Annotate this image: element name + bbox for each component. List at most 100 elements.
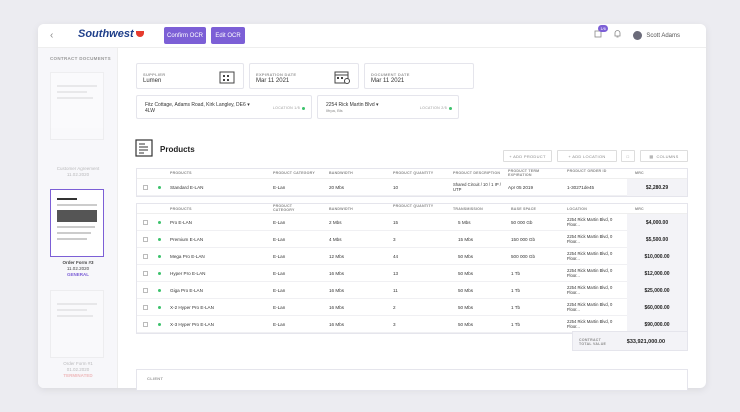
cell-base-space: 1 Tb [511,322,521,327]
cell-mrc: $60,000.00 [627,299,687,316]
cell-mrc: $25,000.00 [627,282,687,299]
th-category: PRODUCT CATEGORY [273,204,295,212]
add-location-button[interactable]: + ADD LOCATION [557,150,617,162]
client-card: CLIENT [136,369,688,391]
products-table-2: PRODUCTS PRODUCT CATEGORY BANDWIDTH PROD… [136,203,688,334]
doc-thumb-order-form-1[interactable] [50,290,104,358]
status-dot [158,323,161,326]
table-row[interactable]: Premium E-LAN E-Lan 4 Mbs 3 15 Mbs 150 000 Gb… [137,231,687,248]
cell-qty: 10 [393,185,399,190]
cell-bandwidth: 16 Mbs [329,322,345,327]
chevron-down-icon[interactable]: ▾ [247,102,250,108]
location-card-2[interactable]: 2254 Rick Martin Blvd ▾ Ilfrpa, Bls LOCA… [317,95,459,119]
cell-bandwidth: 16 Mbs [329,271,345,276]
location-1-tag: LOCATION 1/5 [273,106,305,110]
columns-button[interactable]: ▦ COLUMNS [640,150,688,162]
chevron-down-icon[interactable]: ▾ [376,102,379,108]
cell-transmission: 5 Mbs [458,220,471,225]
table-row[interactable]: X-2 Hyper Pro E-LAN E-Lan 16 Mbs 2 50 Mbs 1 T… [137,299,687,316]
cell-bandwidth: 2 Mbs [329,220,342,225]
th-products: PRODUCTS [170,171,192,175]
location-2-address: 2254 Rick Martin Blvd ▾ Ilfrpa, Bls [326,102,379,113]
cell-qty: 44 [393,254,399,259]
th-quantity: PRODUCT QUANTITY [393,204,434,208]
cell-base-space: 1 Tb [511,288,521,293]
expiration-label: EXPIRATION DATE [256,72,297,77]
row-checkbox[interactable] [143,237,148,242]
cell-category: E-Lan [273,305,286,310]
products-title: Products [160,145,195,154]
row-checkbox[interactable] [143,322,148,327]
cell-mrc: $4,000.00 [627,214,687,231]
cell-base-space: 500 000 Gb [511,254,536,259]
columns-label: COLUMNS [656,153,679,159]
table-2-header: PRODUCTS PRODUCT CATEGORY BANDWIDTH PROD… [137,204,687,214]
row-checkbox[interactable] [143,185,148,190]
columns-icon: ▦ [649,153,654,159]
cell-location: 2254 Rick Martin Blvd, 0 Floor... [567,217,613,227]
cell-qty: 15 [393,220,399,225]
supplier-label: SUPPLIER [143,72,166,77]
bell-icon[interactable] [614,30,621,40]
cell-mrc: $5,500.00 [627,231,687,248]
back-arrow-icon[interactable]: ‹ [50,30,54,41]
table-row[interactable]: Giga Pro E-LAN E-Lan 16 Mbs 11 50 Mbs 1 Tb 225… [137,282,687,299]
th-category: PRODUCT CATEGORY [273,171,315,175]
cell-category: E-Lan [273,185,286,190]
th-location: LOCATION [567,207,588,211]
cell-desc: Shared Circuit / 10 / 1 IP / UTP [453,182,501,192]
cell-mrc: $12,000.00 [627,265,687,282]
cell-transmission: 50 Mbs [458,271,474,276]
cell-qty: 11 [393,288,398,293]
cell-qty: 3 [393,237,396,242]
print-icon[interactable]: □ [621,150,635,162]
doc-thumb-customer-agreement[interactable] [50,72,104,140]
user-menu[interactable]: Scott Adams [633,30,680,40]
table-row[interactable]: X-3 Hyper Pro E-LAN E-Lan 16 Mbs 3 50 Mbs 1 T… [137,316,687,333]
status-dot [158,289,161,292]
cell-category: E-Lan [273,220,286,225]
row-checkbox[interactable] [143,254,148,259]
contract-total: CONTRACT TOTAL VALUE $33,921,000.00 [572,331,688,351]
avatar [633,30,643,40]
files-icon[interactable]: 1/6 [594,25,608,40]
th-term: PRODUCT TERM EXPIRATION [508,169,540,177]
cell-base-space: 150 000 Gb [511,237,536,242]
doc-thumb-order-form-3[interactable] [50,189,104,257]
cell-location: 2254 Rick Martin Blvd, 0 Floor... [567,319,613,329]
location-1-address: Fitz Cottage, Adams Road, Kirk Langley, … [145,102,250,114]
edit-ocr-button[interactable]: Edit OCR [211,27,245,44]
cell-category: E-Lan [273,254,286,259]
doc-label-order-form-1: Order Form #1 01.02.2020 TERMINATED [63,361,93,378]
row-checkbox[interactable] [143,288,148,293]
row-checkbox[interactable] [143,220,148,225]
confirm-ocr-button[interactable]: Confirm OCR [164,27,206,44]
th-mrc: MRC [635,207,644,211]
cell-transmission: 50 Mbs [458,305,474,310]
cell-location: 2254 Rick Martin Blvd, 0 Floor... [567,251,613,261]
cell-product: X-2 Hyper Pro E-LAN [170,305,214,310]
row-checkbox[interactable] [143,271,148,276]
cell-category: E-Lan [273,322,286,327]
add-product-button[interactable]: + ADD PRODUCT [503,150,552,162]
document-date-card: DOCUMENT DATE Mar 11 2021 [364,63,474,89]
cell-location: 2254 Rick Martin Blvd, 0 Floor... [567,268,613,278]
cell-base-space: 1 Tb [511,305,521,310]
table-row[interactable]: Mega Pro E-LAN E-Lan 12 Mbs 44 50 Mbs 500 000… [137,248,687,265]
cell-mrc: $90,000.00 [627,316,687,333]
calendar-icon [334,71,350,84]
cell-bandwidth: 16 Mbs [329,288,345,293]
cell-order: 1-30271de45 [567,185,595,190]
cell-product: Giga Pro E-LAN [170,288,203,293]
client-label: CLIENT [147,376,164,381]
table-row[interactable]: Hyper Pro E-LAN E-Lan 16 Mbs 13 50 Mbs 1 Tb 22… [137,265,687,282]
row-checkbox[interactable] [143,305,148,310]
location-card-1[interactable]: Fitz Cottage, Adams Road, Kirk Langley, … [136,95,312,119]
th-mrc: MRC [635,171,644,175]
logo-heart-icon [135,31,144,37]
total-label: CONTRACT TOTAL VALUE [579,338,607,346]
cell-transmission: 50 Mbs [458,322,474,327]
table-row[interactable]: Pro E-LAN E-Lan 2 Mbs 15 5 Mbs 50 000 Gb 2254 … [137,214,687,231]
table-row[interactable]: Standard E-LAN E-Lan 20 Mbs 10 Shared Ci… [137,179,687,196]
user-name: Scott Adams [646,32,680,39]
